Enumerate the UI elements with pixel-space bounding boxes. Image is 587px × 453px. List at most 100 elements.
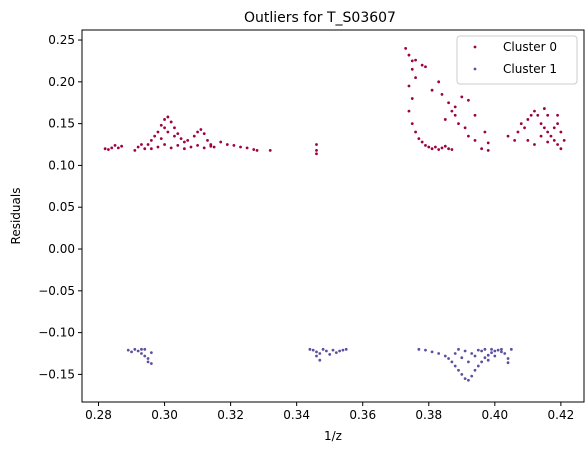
point-cluster-1-18 [328,352,332,356]
point-cluster-0-52 [315,143,318,146]
point-cluster-0-111 [552,138,556,142]
point-cluster-1-54 [473,354,477,358]
point-cluster-1-31 [447,357,450,360]
x-tick-label: 0.30 [151,408,178,422]
point-cluster-1-55 [480,349,484,353]
plot-frame [81,29,585,403]
point-cluster-1-45 [493,349,497,353]
point-cluster-0-23 [156,145,160,149]
point-cluster-1-63 [483,347,487,351]
point-cluster-0-73 [440,146,444,150]
x-tick-label: 0.32 [217,408,244,422]
point-cluster-1-53 [467,360,470,364]
point-cluster-0-79 [437,80,441,84]
point-cluster-0-3 [113,143,117,147]
point-cluster-0-82 [447,101,450,105]
point-cluster-1-40 [476,364,480,368]
point-cluster-1-12 [308,347,312,351]
point-cluster-0-42 [209,144,213,148]
point-cluster-0-122 [546,113,550,117]
point-cluster-0-17 [169,120,173,124]
point-cluster-1-50 [509,347,513,351]
point-cluster-0-91 [443,118,447,121]
point-cluster-1-37 [467,378,470,382]
point-cluster-0-28 [159,137,163,141]
point-cluster-1-35 [460,373,464,376]
point-cluster-1-3 [136,349,140,353]
point-cluster-0-92 [467,98,470,102]
point-cluster-0-15 [163,118,166,121]
point-cluster-0-108 [542,126,546,130]
x-tick-label: 0.28 [85,408,112,422]
y-axis: −0.15 −0.10 −0.05 0.00 0.05 0.10 0.15 0.20 0.25 [38,33,82,381]
point-cluster-0-65 [414,130,417,134]
point-cluster-0-29 [166,130,170,134]
point-cluster-0-90 [453,105,457,109]
y-tick-label: −0.05 [38,284,75,298]
point-cluster-0-30 [173,134,176,138]
point-cluster-1-48 [503,352,507,355]
point-cluster-0-57 [410,59,414,63]
point-cluster-0-37 [206,138,209,142]
point-cluster-0-51 [268,148,272,152]
x-tick-label: 0.42 [548,408,575,422]
y-tick-label: 0.15 [48,117,75,131]
point-cluster-0-93 [473,113,477,117]
point-cluster-1-33 [453,364,457,368]
point-cluster-1-38 [470,374,474,378]
point-cluster-0-81 [440,92,444,96]
point-cluster-0-124 [556,113,559,117]
legend-marker-cluster-0 [473,45,477,49]
point-cluster-1-58 [500,347,503,351]
point-cluster-0-33 [192,134,196,138]
point-cluster-0-43 [212,145,216,149]
point-cluster-0-31 [163,126,166,130]
point-cluster-0-12 [153,134,157,138]
point-cluster-0-20 [179,137,183,141]
point-cluster-0-45 [225,143,229,146]
point-cluster-0-103 [526,118,530,121]
point-cluster-1-20 [334,351,338,355]
point-cluster-0-71 [433,145,437,149]
point-cluster-0-104 [529,113,533,117]
point-cluster-0-34 [196,130,199,134]
point-cluster-0-107 [539,122,543,126]
point-cluster-0-76 [450,148,454,151]
point-cluster-1-27 [424,348,427,352]
point-cluster-0-98 [506,134,510,138]
point-cluster-1-0 [126,348,130,352]
point-cluster-0-119 [552,126,556,130]
point-cluster-0-86 [463,126,467,130]
point-cluster-0-26 [176,143,180,147]
point-cluster-0-47 [239,145,242,149]
point-cluster-0-1 [107,148,110,151]
point-cluster-1-4 [140,352,143,355]
legend: Cluster 0 Cluster 1 [456,35,578,85]
point-cluster-1-49 [506,357,510,360]
point-cluster-0-117 [539,134,543,138]
point-cluster-0-14 [159,123,163,127]
y-tick-label: 0.25 [48,33,75,47]
point-cluster-0-115 [526,138,530,142]
point-cluster-1-17 [324,349,328,353]
y-tick-label: 0.00 [48,242,75,256]
point-cluster-0-80 [430,88,434,92]
point-cluster-0-36 [202,132,206,136]
point-cluster-1-26 [417,347,421,351]
point-cluster-0-46 [232,143,236,147]
point-cluster-0-113 [559,130,563,134]
x-tick-label: 0.36 [349,408,376,422]
point-cluster-0-16 [166,115,170,119]
point-cluster-0-89 [460,95,464,99]
point-cluster-1-56 [486,358,490,362]
point-cluster-0-53 [315,148,318,152]
point-cluster-0-78 [424,65,427,69]
point-cluster-0-118 [546,140,550,144]
point-cluster-1-28 [430,350,434,354]
point-cluster-1-62 [476,348,480,352]
point-cluster-1-64 [490,347,493,351]
y-axis-label: Residuals [9,188,23,245]
point-cluster-0-24 [163,143,166,146]
point-cluster-1-2 [133,347,137,351]
point-cluster-1-13 [311,348,315,352]
